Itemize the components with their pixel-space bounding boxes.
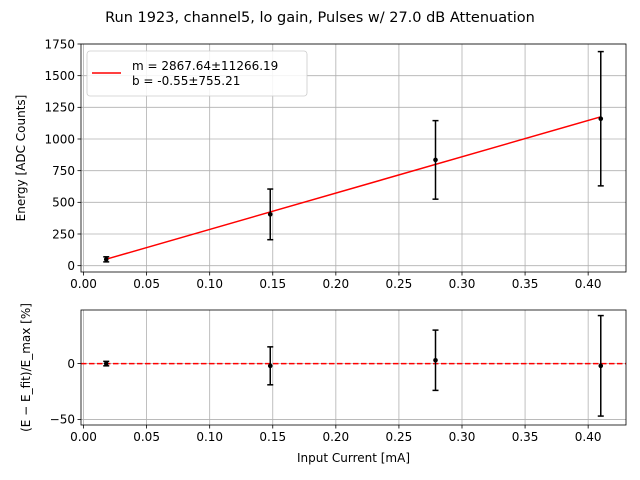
- data-point: [267, 212, 273, 217]
- x-axis-label: Input Current [mA]: [297, 451, 410, 465]
- data-point: [103, 257, 109, 262]
- legend: m = 2867.64±11266.19b = -0.55±755.21: [86, 50, 308, 97]
- legend-entry: m = 2867.64±11266.19: [132, 59, 278, 73]
- residual-plot: 0.00 0.05 0.10 0.15 0.20 0.25 0.30 0.35 0.40 −50 0…: [19, 303, 627, 465]
- data-point: [598, 116, 604, 122]
- y-tick-label: 250: [52, 227, 75, 241]
- data-point: [103, 361, 109, 366]
- y-tick-label: −50: [50, 413, 75, 427]
- data-point: [598, 363, 604, 369]
- y-tick-label: 1750: [44, 37, 75, 51]
- x-tick-label: 0.30: [449, 430, 476, 444]
- x-tick-label: 0.15: [259, 277, 286, 291]
- y-tick-label: 500: [52, 196, 75, 210]
- x-tick-label: 0.25: [386, 430, 413, 444]
- axes-frame: [80, 43, 627, 273]
- y-tick-label: 0: [67, 357, 75, 371]
- legend-box: [86, 50, 308, 97]
- x-tick-label: 0.35: [512, 277, 539, 291]
- data-point: [267, 363, 273, 369]
- x-tick-label: 0.10: [196, 430, 223, 444]
- y-tick-label: 1500: [44, 69, 75, 83]
- fit-line: [106, 116, 601, 260]
- legend-entry: b = -0.55±755.21: [132, 74, 240, 88]
- x-tick-label: 0.20: [322, 430, 349, 444]
- y-axis-label: (E − E_fit)/E_max [%]: [19, 303, 33, 432]
- x-tick-label: 0.25: [386, 277, 413, 291]
- x-tick-label: 0.15: [259, 430, 286, 444]
- x-tick-label: 0.05: [133, 277, 160, 291]
- energy-plot: 0.00 0.05 0.10 0.15 0.20 0.25 0.30 0.35 0.40 0 250…: [14, 37, 627, 291]
- y-axis-label: Energy [ADC Counts]: [14, 95, 28, 222]
- x-tick-label: 0.10: [196, 277, 223, 291]
- y-tick-label: 750: [52, 164, 75, 178]
- axes-frame: [80, 309, 627, 426]
- x-tick-label: 0.40: [575, 277, 602, 291]
- data-point: [433, 157, 438, 163]
- x-tick-label: 0.35: [512, 430, 539, 444]
- chart-title: Run 1923, channel5, lo gain, Pulses w/ 2…: [105, 10, 535, 26]
- y-tick-label: 0: [67, 259, 75, 273]
- x-tick-label: 0.00: [70, 277, 97, 291]
- x-tick-label: 0.40: [575, 430, 602, 444]
- y-tick-label: 1000: [44, 132, 75, 146]
- x-tick-label: 0.00: [70, 430, 97, 444]
- data-point: [433, 357, 438, 363]
- x-tick-label: 0.20: [322, 277, 349, 291]
- y-tick-label: 1250: [44, 101, 75, 115]
- x-tick-label: 0.05: [133, 430, 160, 444]
- x-tick-label: 0.30: [449, 277, 476, 291]
